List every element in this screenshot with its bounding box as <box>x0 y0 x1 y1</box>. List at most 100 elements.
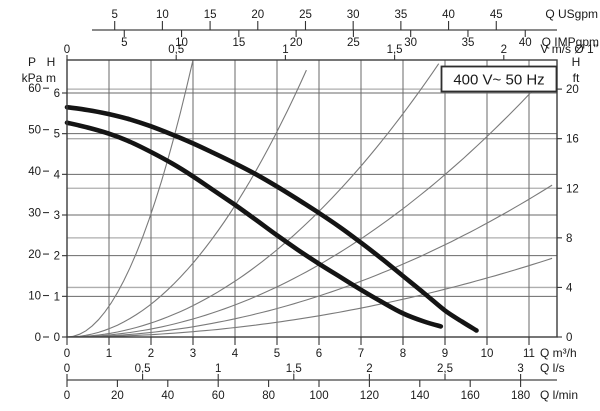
tick-label-impgpm: 25 <box>347 37 360 49</box>
axis-title-h-right: H <box>572 55 581 69</box>
tick-label-lmin: 160 <box>461 390 480 402</box>
tick-label-v: 1 <box>282 44 288 56</box>
tick-label-kpa: 50 <box>28 125 41 137</box>
tick-label-usgpm: 30 <box>347 9 360 21</box>
tick-label-hm: 2 <box>54 251 60 263</box>
voltage-badge: 400 V~ 50 Hz <box>440 65 558 93</box>
voltage-badge-border <box>440 65 558 93</box>
tick-label-hm: 1 <box>54 291 60 303</box>
tick-label-usgpm: 45 <box>490 9 503 21</box>
axis-title-p: P <box>28 55 36 69</box>
axis-title-kpa: kPa <box>22 71 43 85</box>
axis-title-usgpm: Q USgpm <box>545 7 598 21</box>
pump-curve-upper <box>64 104 479 333</box>
tick-label-lmin: 60 <box>212 390 225 402</box>
tick-label-lmin: 80 <box>262 390 275 402</box>
gridlines-metric <box>67 60 557 337</box>
system-curve <box>67 257 553 338</box>
tick-label-ls: 3 <box>517 363 523 375</box>
tick-label-kpa: 40 <box>28 166 41 178</box>
plot-frame <box>66 59 558 338</box>
tick-label-usgpm: 20 <box>251 9 264 21</box>
tick-label-hm: 6 <box>54 88 60 100</box>
tick-label-usgpm: 40 <box>442 9 455 21</box>
pump-curve-lower <box>64 120 444 329</box>
tick-label-usgpm: 10 <box>156 9 169 21</box>
axis-title-h: H <box>47 55 56 69</box>
axis-title-ls: Q l/s <box>540 361 565 375</box>
tick-label-hm: 3 <box>54 210 60 222</box>
system-curve <box>67 69 553 338</box>
tick-label-impgpm: 30 <box>404 37 417 49</box>
axis-title-m: m <box>46 71 56 85</box>
tick-label-ft: 12 <box>566 183 579 195</box>
tick-label-v: 0 <box>64 44 70 56</box>
tick-label-ls: 0 <box>64 363 70 375</box>
axis-title-m3h: Q m³/h <box>540 346 577 360</box>
tick-label-m3h: 9 <box>442 348 448 360</box>
tick-label-ls: 2,5 <box>437 363 453 375</box>
tick-label-m3h: 7 <box>358 348 364 360</box>
tick-label-m3h: 2 <box>148 348 154 360</box>
tick-label-m3h: 3 <box>190 348 196 360</box>
tick-label-impgpm: 15 <box>232 37 245 49</box>
tick-label-m3h: 6 <box>316 348 322 360</box>
plot-border <box>66 59 558 338</box>
tick-label-lmin: 20 <box>111 390 124 402</box>
tick-label-lmin: 0 <box>64 390 70 402</box>
tick-label-ls: 1 <box>215 363 221 375</box>
tick-label-hm: 5 <box>54 129 60 141</box>
tick-label-kpa: 30 <box>28 208 41 220</box>
tick-label-ls: 1,5 <box>286 363 302 375</box>
tick-label-ft: 4 <box>566 282 573 294</box>
tick-label-hm: 4 <box>54 169 61 181</box>
gridlines-feet <box>67 88 557 289</box>
tick-label-m3h: 10 <box>481 348 494 360</box>
tick-label-usgpm: 5 <box>111 9 117 21</box>
tick-label-m3h: 11 <box>523 348 535 360</box>
tick-label-lmin: 120 <box>360 390 379 402</box>
pump-curves <box>64 104 479 333</box>
system-curves <box>66 59 553 338</box>
tick-label-kpa: 0 <box>35 332 41 344</box>
tick-label-impgpm: 5 <box>121 37 127 49</box>
tick-label-m3h: 8 <box>400 348 406 360</box>
tick-label-lmin: 180 <box>511 390 530 402</box>
tick-label-m3h: 4 <box>232 348 239 360</box>
tick-label-ls: 0,5 <box>135 363 151 375</box>
axis-title-lmin: Q l/min <box>540 388 578 402</box>
system-curve <box>66 59 194 338</box>
tick-label-kpa: 60 <box>28 83 41 95</box>
tick-label-v: 2 <box>501 44 507 56</box>
tick-label-v: 1,5 <box>387 44 403 56</box>
tick-label-m3h: 5 <box>274 348 280 360</box>
axis-title-v: V m/s Ø 1" <box>540 42 598 56</box>
tick-label-usgpm: 15 <box>204 9 217 21</box>
tick-label-hm: 0 <box>54 332 60 344</box>
tick-label-impgpm: 35 <box>462 37 475 49</box>
tick-label-ft: 8 <box>566 233 572 245</box>
tick-label-usgpm: 35 <box>394 9 407 21</box>
system-curve <box>66 69 307 338</box>
tick-label-usgpm: 25 <box>299 9 312 21</box>
tick-label-lmin: 140 <box>410 390 429 402</box>
system-curve <box>66 63 440 338</box>
system-curve <box>67 184 553 338</box>
tick-label-ft: 20 <box>566 84 579 96</box>
tick-label-lmin: 40 <box>161 390 174 402</box>
tick-label-ft: 16 <box>566 134 579 146</box>
tick-label-lmin: 100 <box>309 390 328 402</box>
tick-label-ls: 2 <box>366 363 372 375</box>
voltage-badge-label: 400 V~ 50 Hz <box>453 72 544 89</box>
tick-label-impgpm: 10 <box>175 37 188 49</box>
tick-label-impgpm: 40 <box>519 37 532 49</box>
tick-label-ft: 0 <box>566 332 572 344</box>
axis-title-ft: ft <box>573 71 580 85</box>
tick-label-v: 0,5 <box>168 44 184 56</box>
tick-label-impgpm: 20 <box>290 37 303 49</box>
tick-label-kpa: 10 <box>28 291 41 303</box>
tick-label-m3h: 1 <box>106 348 112 360</box>
tick-label-kpa: 20 <box>28 249 41 261</box>
